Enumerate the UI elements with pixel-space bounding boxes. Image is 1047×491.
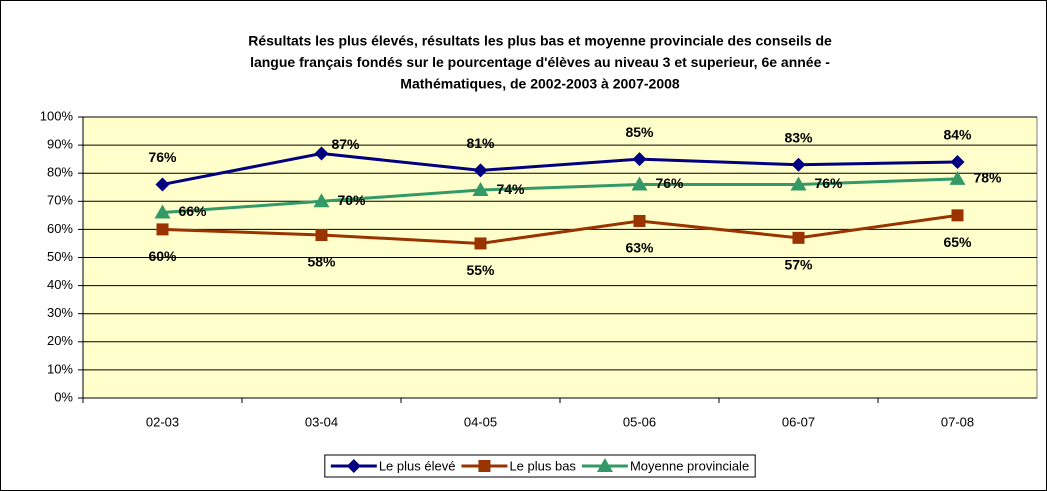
x-tick-label: 02-03 xyxy=(146,414,179,429)
point-marker xyxy=(315,229,328,242)
point-marker xyxy=(791,157,806,172)
data-label: 55% xyxy=(466,262,495,278)
legend-box xyxy=(324,454,756,478)
y-tick-label: 50% xyxy=(47,249,73,264)
data-label: 81% xyxy=(466,135,495,151)
y-tick-label: 0% xyxy=(54,389,73,404)
x-tick-label: 04-05 xyxy=(464,414,497,429)
data-label: 66% xyxy=(178,203,207,219)
y-tick-label: 100% xyxy=(40,108,74,123)
point-marker xyxy=(949,170,966,185)
data-label: 87% xyxy=(331,136,360,152)
legend-label: Le plus bas xyxy=(509,458,576,473)
data-label: 60% xyxy=(148,248,177,264)
point-marker xyxy=(154,204,171,219)
series-line xyxy=(162,177,958,215)
data-label: 63% xyxy=(625,240,654,256)
legend-label: Le plus élevé xyxy=(379,458,456,473)
point-marker xyxy=(473,163,488,178)
data-label: 74% xyxy=(496,181,525,197)
point-marker xyxy=(792,231,805,244)
chart-title: Résultats les plus élevés, résultats les… xyxy=(248,33,832,49)
point-marker xyxy=(474,237,487,250)
point-marker xyxy=(156,223,169,236)
point-marker xyxy=(631,176,648,191)
point-marker xyxy=(313,193,330,208)
chart-title: langue français fondés sur le pourcentag… xyxy=(250,54,830,70)
point-marker xyxy=(950,154,965,169)
legend: Le plus élevé Le plus bas Moyenne provinci… xyxy=(324,454,756,478)
legend-label: Moyenne provinciale xyxy=(630,458,749,473)
series-line xyxy=(162,213,958,245)
y-tick-label: 90% xyxy=(47,137,73,152)
x-tick-label: 06-07 xyxy=(782,414,815,429)
point-marker xyxy=(155,177,170,192)
point-marker xyxy=(632,152,647,167)
y-tick-label: 30% xyxy=(47,305,73,320)
data-label: 85% xyxy=(625,124,654,140)
chart-title: Mathématiques, de 2002-2003 à 2007-2008 xyxy=(400,76,680,92)
legend-marker xyxy=(346,459,361,473)
data-label: 65% xyxy=(943,234,972,250)
data-label: 76% xyxy=(655,175,684,191)
legend-marker xyxy=(596,458,613,472)
series-line xyxy=(162,152,958,186)
data-label: 58% xyxy=(307,254,336,270)
y-tick-label: 40% xyxy=(47,277,73,292)
y-tick-label: 70% xyxy=(47,193,73,208)
y-tick-label: 20% xyxy=(47,333,73,348)
point-marker xyxy=(472,182,489,197)
y-tick-label: 10% xyxy=(47,361,73,376)
x-tick-label: 05-06 xyxy=(623,414,656,429)
data-label: 70% xyxy=(337,192,366,208)
data-label: 84% xyxy=(943,127,972,143)
point-marker xyxy=(790,176,807,191)
data-label: 57% xyxy=(784,257,813,273)
legend-marker xyxy=(478,460,491,472)
data-label: 78% xyxy=(973,170,1002,186)
data-label: 83% xyxy=(784,129,813,145)
x-tick-label: 03-04 xyxy=(305,414,338,429)
data-label: 76% xyxy=(148,149,177,165)
data-label: 76% xyxy=(814,175,843,191)
y-tick-label: 80% xyxy=(47,165,73,180)
point-marker xyxy=(633,214,646,227)
point-marker xyxy=(951,209,964,222)
x-tick-label: 07-08 xyxy=(941,414,974,429)
point-marker xyxy=(314,146,329,161)
y-tick-label: 60% xyxy=(47,221,73,236)
